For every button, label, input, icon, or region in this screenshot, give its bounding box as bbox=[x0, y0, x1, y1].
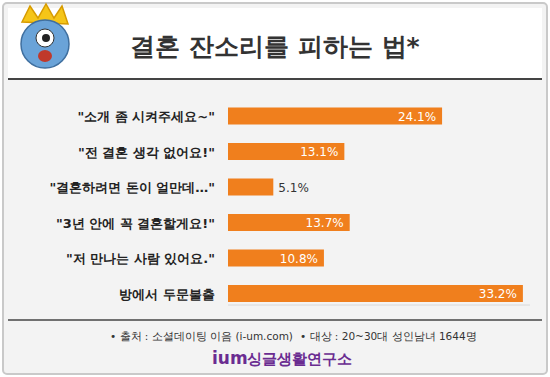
bar bbox=[228, 143, 344, 160]
source: • 출처 : 소셜데이팅 이음 (i-um.com) bbox=[110, 330, 293, 342]
category-label: "전 결혼 생각 없어요!" bbox=[78, 145, 215, 160]
title: 결혼 잔소리를 피하는 법* bbox=[130, 32, 419, 61]
mascot bbox=[21, 4, 69, 68]
category-label: "결혼하려면 돈이 얼만데…" bbox=[49, 180, 215, 195]
note: • 대상 : 20~30대 성인남녀 1644명 bbox=[300, 330, 477, 342]
chart-root: 결혼 잔소리를 피하는 법* "소개 좀 시켜주세요~" 24.1% "전 결혼 생각… bbox=[0, 0, 550, 377]
title-rule bbox=[8, 78, 542, 80]
data-label: 24.1% bbox=[398, 110, 436, 124]
category-label: 방에서 두문불출 bbox=[119, 287, 215, 302]
data-label: 5.1% bbox=[278, 181, 309, 195]
mascot-mouth bbox=[38, 50, 52, 62]
bar bbox=[228, 250, 324, 267]
category-label: "소개 좀 시켜주세요~" bbox=[78, 109, 216, 124]
bars bbox=[228, 108, 523, 303]
bar bbox=[228, 285, 523, 302]
background bbox=[0, 0, 550, 377]
title-band bbox=[8, 8, 542, 78]
data-label: 33.2% bbox=[479, 287, 517, 301]
mascot-eye bbox=[36, 29, 54, 47]
bar bbox=[228, 179, 273, 196]
data-label: 13.7% bbox=[306, 216, 344, 230]
logo-subtitle: 싱글생활연구소 bbox=[247, 350, 352, 368]
x-axis-line bbox=[228, 305, 530, 306]
chart-svg: 결혼 잔소리를 피하는 법* "소개 좀 시켜주세요~" 24.1% "전 결혼 생각… bbox=[0, 0, 550, 377]
mascot-head bbox=[21, 20, 69, 68]
mascot-pupil bbox=[42, 34, 50, 42]
data-label: 13.1% bbox=[300, 145, 338, 159]
category-label: "3년 안에 꼭 결혼할게요!" bbox=[56, 216, 215, 231]
footer-rule bbox=[8, 319, 542, 321]
bar bbox=[228, 108, 442, 125]
labels: "소개 좀 시켜주세요~" 24.1% "전 결혼 생각 없어요!" 13.1% "결혼… bbox=[49, 109, 517, 302]
data-label: 10.8% bbox=[280, 252, 318, 266]
bar bbox=[228, 214, 350, 231]
logo: ium bbox=[212, 348, 248, 368]
category-label: "저 만나는 사람 있어요." bbox=[66, 251, 215, 266]
frame bbox=[3, 3, 547, 374]
